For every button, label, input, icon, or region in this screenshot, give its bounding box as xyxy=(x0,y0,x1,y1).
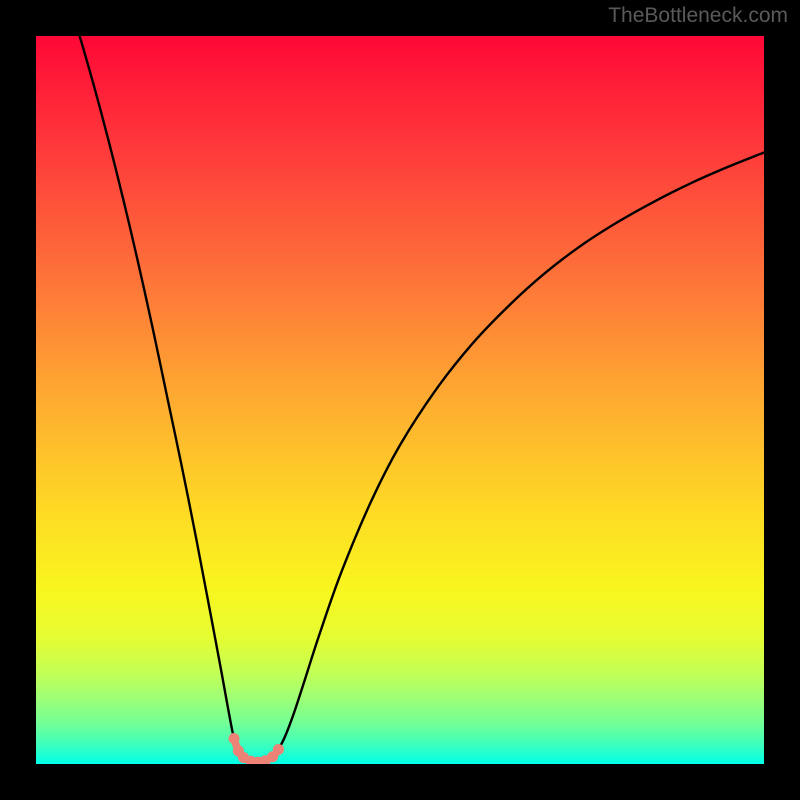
valley-marker-dot xyxy=(229,733,240,744)
chart-container xyxy=(36,36,764,764)
bottleneck-curve xyxy=(80,36,764,762)
curve-overlay xyxy=(36,36,764,764)
watermark-text: TheBottleneck.com xyxy=(608,4,788,28)
valley-marker-dot xyxy=(273,744,284,755)
